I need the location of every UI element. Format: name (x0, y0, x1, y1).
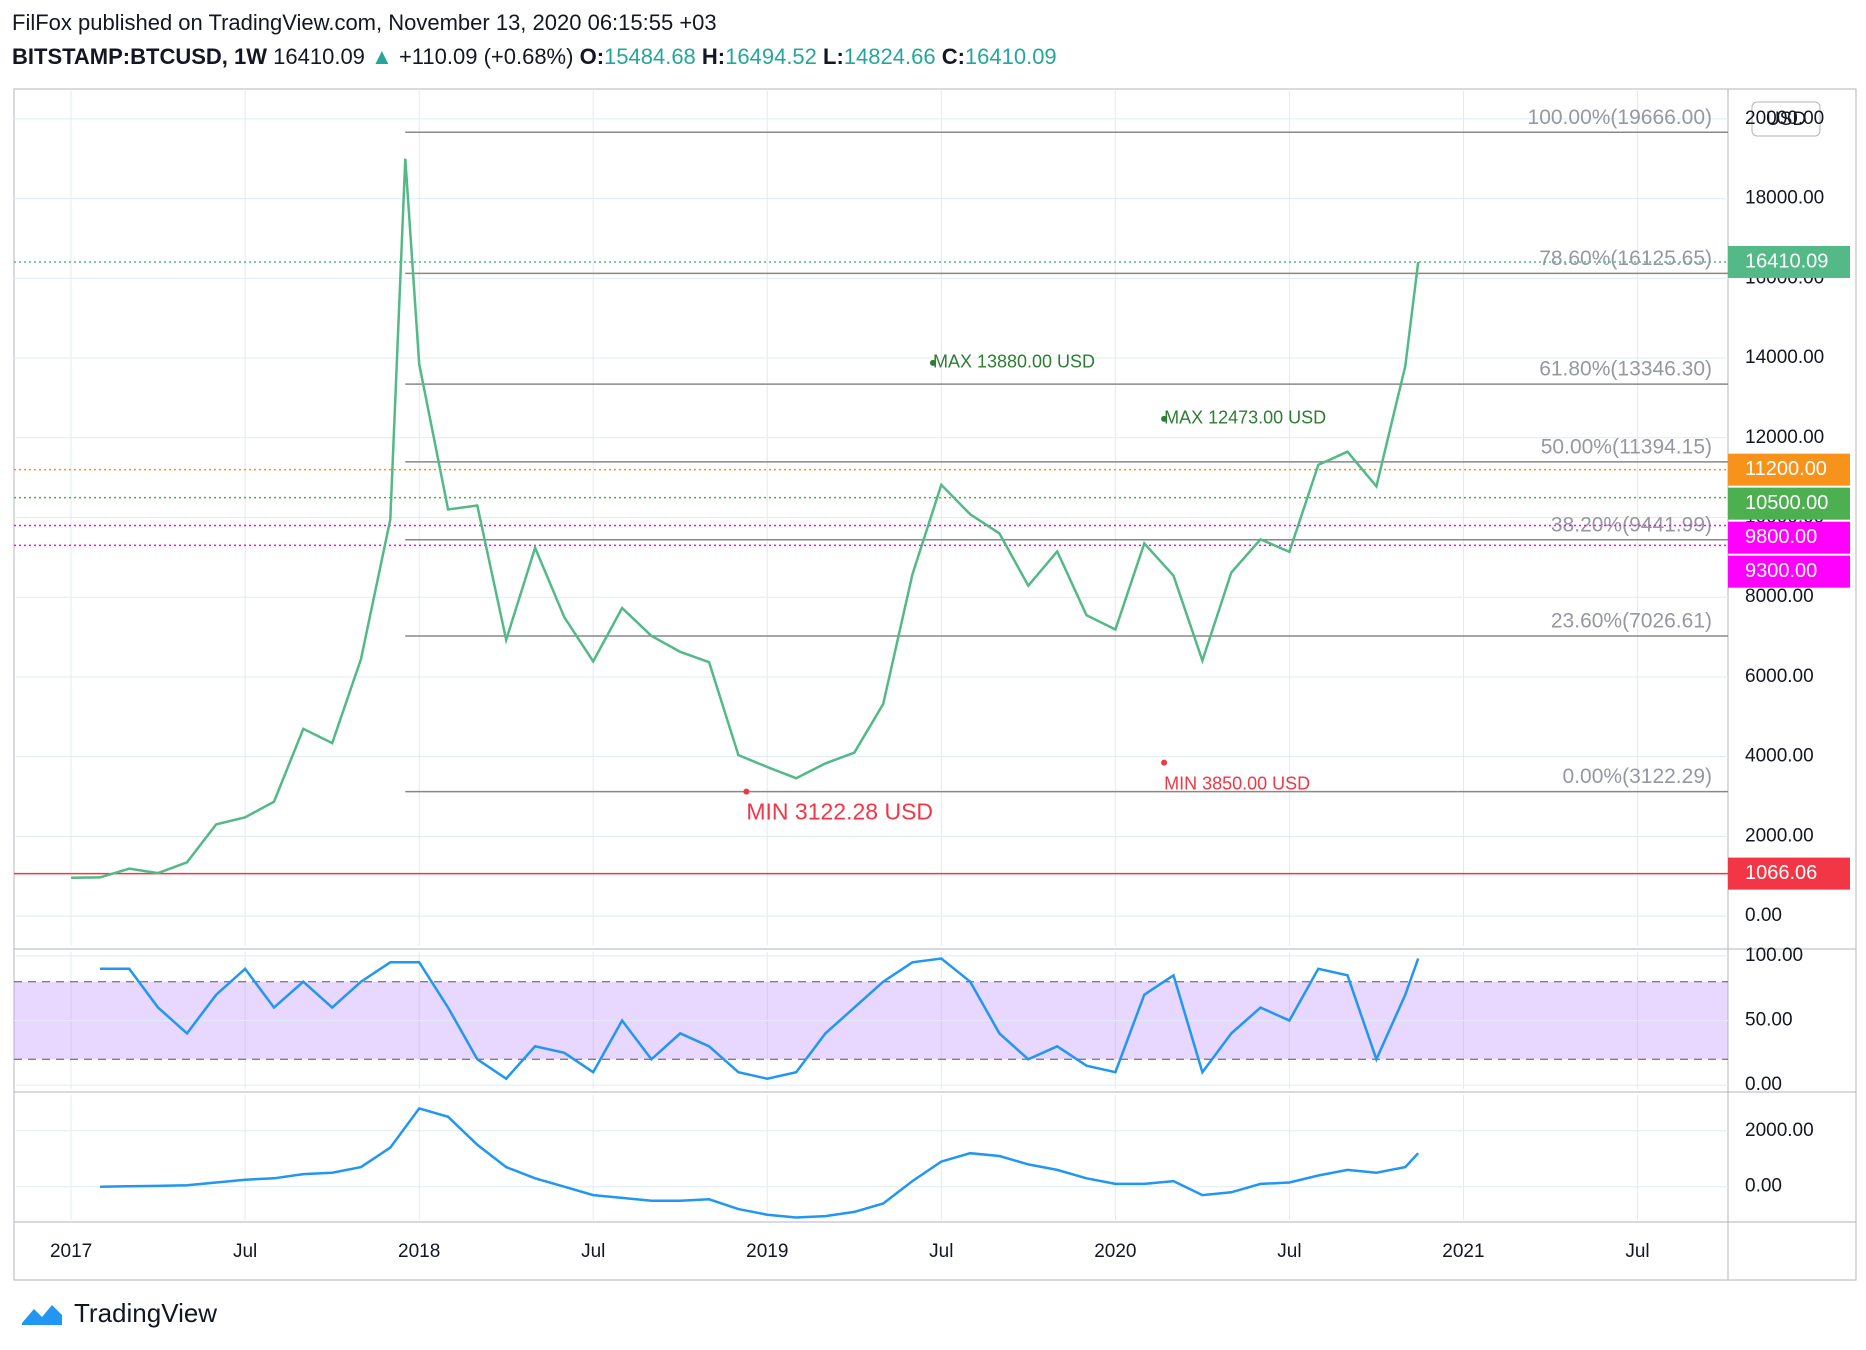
x-tick-label: Jul (581, 1241, 605, 1262)
logo (22, 1304, 62, 1325)
y-tick-label: 100.00 (1745, 945, 1803, 966)
last-price: 16410.09 (273, 44, 365, 69)
high: 16494.52 (725, 44, 817, 69)
y-tick-label: 18000.00 (1745, 188, 1824, 209)
y-tick-label: 6000.00 (1745, 666, 1814, 687)
price-level-label: 9300.00 (1745, 560, 1817, 582)
fib-label: 61.80%(13346.30) (1539, 358, 1712, 381)
x-tick-label: Jul (1277, 1241, 1301, 1262)
x-tick-label: Jul (233, 1241, 257, 1262)
price-line (71, 158, 1420, 879)
y-tick-label: 8000.00 (1745, 586, 1814, 607)
change: +110.09 (+0.68%) (398, 44, 574, 69)
price-level-box (1728, 857, 1850, 890)
annotation-point (929, 359, 936, 366)
publish-text: FilFox published on TradingView.com, Nov… (12, 10, 717, 35)
price-level-label: 10500.00 (1745, 492, 1828, 514)
y-tick-label: 0.00 (1745, 905, 1782, 926)
price-level-label: 16410.09 (1745, 250, 1828, 272)
macd-line (99, 1106, 1420, 1219)
price-level-label: 11200.00 (1745, 458, 1827, 480)
annotation: MAX 12473.00 USD (1164, 408, 1326, 428)
price-level-box (1728, 521, 1850, 554)
close: 16410.09 (964, 44, 1057, 69)
x-tick-label: 2017 (50, 1241, 92, 1262)
price-level-box (1728, 487, 1850, 520)
symbol: BITSTAMP:BTCUSD, 1W (12, 44, 268, 69)
fib-label: 100.00%(19666.00) (1528, 106, 1712, 129)
price-level-box (1728, 555, 1850, 588)
annotation: MAX 13880.00 USD (933, 352, 1095, 372)
price-level-label: 9800.00 (1745, 526, 1817, 548)
x-tick-label: 2019 (746, 1241, 788, 1262)
y-tick-label: 20000.00 (1745, 108, 1824, 129)
fib-label: 23.60%(7026.61) (1551, 610, 1712, 633)
x-tick-label: 2020 (1094, 1241, 1136, 1262)
x-tick-label: 2021 (1442, 1241, 1484, 1262)
open-label: O: (579, 44, 605, 69)
open: 15484.68 (604, 44, 696, 69)
price-level-box (1728, 245, 1850, 278)
arrow: ▲ (371, 44, 393, 69)
publish-line: FilFox published on TradingView.com, Nov… (12, 10, 717, 36)
x-tick-label: 2018 (398, 1241, 440, 1262)
stoch-line (100, 957, 1420, 1081)
symbol-line: BITSTAMP:BTCUSD, 1W 16410.09 ▲ +110.09 (… (12, 44, 1057, 70)
x-tick-label: Jul (1625, 1241, 1649, 1262)
annotation: MIN 3122.28 USD (746, 799, 933, 825)
currency-button[interactable] (1751, 101, 1821, 137)
annotation-point (743, 788, 750, 795)
price-level-label: 1066.06 (1745, 862, 1817, 884)
annotation-point (1161, 415, 1168, 422)
y-tick-label: 2000.00 (1745, 825, 1814, 846)
chart: USD 2017 Jul 2018 Jul 2019 Jul 2020 Jul 2021 Jul 0… (13, 88, 1857, 1281)
currency-text[interactable]: USD (1766, 109, 1806, 130)
y-tick-label: 12000.00 (1745, 427, 1824, 448)
annotation-point (1161, 759, 1168, 766)
fib-label: 78.60%(16125.65) (1539, 247, 1712, 270)
y-tick-label: 2000.00 (1745, 1120, 1814, 1141)
fib-label: 0.00%(3122.29) (1563, 765, 1712, 788)
x-tick-label: Jul (929, 1241, 953, 1262)
fib-label: 50.00%(11394.15) (1541, 435, 1712, 458)
close-label: C: (941, 44, 965, 69)
y-tick-label: 0.00 (1745, 1074, 1782, 1095)
low: 14824.66 (843, 44, 936, 69)
y-tick-label: 4000.00 (1745, 746, 1814, 767)
y-tick-label: 0.00 (1745, 1176, 1782, 1197)
annotation: MIN 3850.00 USD (1164, 773, 1310, 793)
y-tick-label: 50.00 (1745, 1010, 1793, 1031)
high-label: H: (701, 44, 726, 69)
frame (13, 88, 1857, 1281)
fib-label: 38.20%(9441.99) (1551, 513, 1712, 536)
footer: TradingView (18, 1298, 217, 1329)
footer-text: TradingView (74, 1298, 218, 1328)
y-tick-label: 14000.00 (1745, 347, 1824, 368)
low-label: L: (823, 44, 844, 69)
price-level-box (1728, 453, 1850, 486)
